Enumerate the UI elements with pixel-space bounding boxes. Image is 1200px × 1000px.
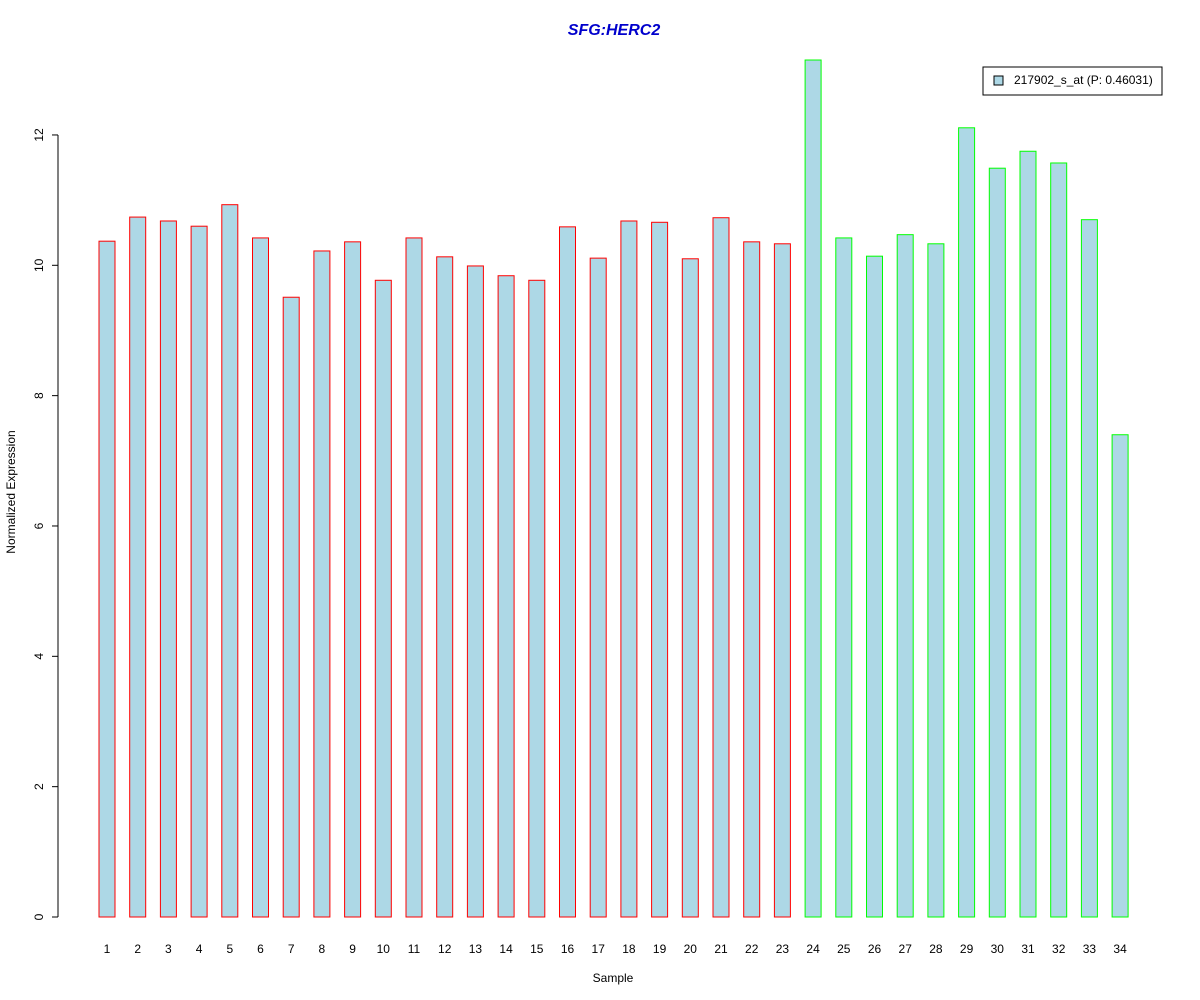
y-axis-label: Normalized Expression (4, 430, 18, 553)
bar (620, 220, 638, 918)
bar (773, 243, 791, 918)
bar (1111, 434, 1129, 918)
y-tick-label: 6 (32, 522, 46, 529)
legend-label: 217902_s_at (P: 0.46031) (1014, 73, 1153, 87)
bar (466, 265, 484, 918)
x-axis-label: Sample (593, 971, 634, 985)
bar (98, 240, 116, 918)
bar (1019, 150, 1037, 918)
bar (681, 258, 699, 918)
x-tick-label: 23 (776, 942, 790, 956)
y-tick-label: 10 (32, 258, 46, 272)
x-tick-label: 25 (837, 942, 851, 956)
x-tick-label: 4 (196, 942, 203, 956)
bar (190, 225, 208, 918)
x-tick-label: 29 (960, 942, 974, 956)
bar (252, 237, 269, 918)
x-tick-label: 28 (929, 942, 943, 956)
x-tick-label: 2 (134, 942, 141, 956)
x-tick-label: 9 (349, 942, 356, 956)
x-tick-label: 19 (653, 942, 667, 956)
bar (436, 256, 454, 918)
bar (313, 250, 331, 918)
bar (835, 237, 853, 918)
y-tick-label: 4 (32, 653, 46, 660)
x-tick-label: 15 (530, 942, 544, 956)
chart-title: SFG:HERC2 (568, 22, 661, 39)
bar (528, 279, 546, 918)
y-tick-label: 8 (32, 392, 46, 399)
bar (221, 204, 239, 918)
x-tick-label: 16 (561, 942, 575, 956)
bar (712, 217, 730, 918)
bar (988, 167, 1006, 918)
bar (651, 221, 669, 918)
y-tick-label: 12 (32, 128, 46, 142)
x-tick-label: 27 (899, 942, 913, 956)
bar (958, 127, 976, 918)
bar (1050, 162, 1068, 918)
x-tick-label: 11 (408, 942, 421, 956)
x-tick-label: 21 (714, 942, 728, 956)
x-tick-label: 30 (991, 942, 1005, 956)
x-tick-label: 20 (684, 942, 698, 956)
x-tick-label: 34 (1113, 942, 1127, 956)
legend-box (982, 66, 1163, 96)
bar (405, 237, 423, 918)
bar (927, 243, 945, 918)
x-tick-label: 24 (806, 942, 820, 956)
x-tick-label: 18 (622, 942, 636, 956)
bar (589, 257, 607, 918)
x-tick-label: 33 (1083, 942, 1097, 956)
x-tick-label: 12 (438, 942, 452, 956)
x-tick-label: 3 (165, 942, 172, 956)
legend-swatch (993, 75, 1004, 86)
x-tick-label: 17 (592, 942, 606, 956)
y-tick-label: 2 (32, 783, 46, 790)
x-tick-label: 6 (257, 942, 264, 956)
x-tick-label: 14 (499, 942, 513, 956)
bar (559, 226, 576, 918)
bar (374, 279, 392, 918)
x-tick-label: 5 (226, 942, 233, 956)
x-tick-label: 13 (469, 942, 483, 956)
bar (497, 275, 515, 918)
bar (1080, 219, 1098, 918)
x-tick-label: 31 (1021, 942, 1035, 956)
y-tick-label: 0 (32, 913, 46, 920)
x-tick-label: 8 (319, 942, 326, 956)
bar (804, 59, 822, 918)
x-tick-label: 1 (104, 942, 111, 956)
x-tick-label: 32 (1052, 942, 1066, 956)
bar (866, 255, 883, 918)
x-tick-label: 22 (745, 942, 759, 956)
bar (743, 241, 761, 918)
bar (344, 241, 362, 918)
bar (129, 216, 147, 918)
x-tick-label: 7 (288, 942, 295, 956)
x-tick-label: 10 (377, 942, 391, 956)
x-tick-label: 26 (868, 942, 882, 956)
bar (282, 296, 300, 918)
bar (159, 220, 177, 918)
bar (896, 234, 914, 918)
